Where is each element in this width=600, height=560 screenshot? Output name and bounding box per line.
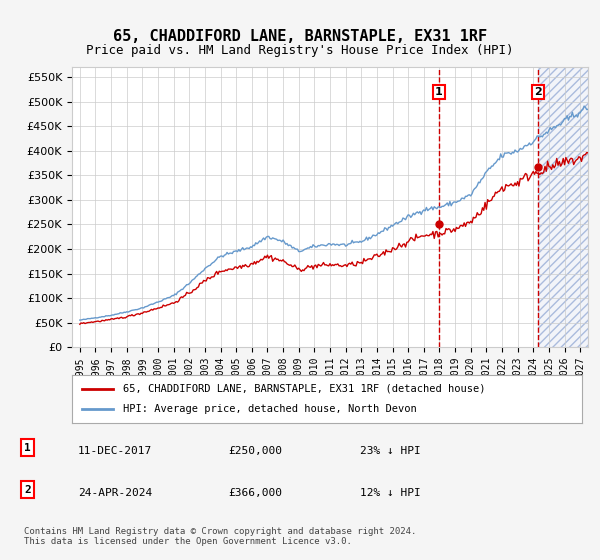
Text: 65, CHADDIFORD LANE, BARNSTAPLE, EX31 1RF (detached house): 65, CHADDIFORD LANE, BARNSTAPLE, EX31 1R… bbox=[123, 384, 485, 394]
Text: HPI: Average price, detached house, North Devon: HPI: Average price, detached house, Nort… bbox=[123, 404, 417, 414]
Text: 2: 2 bbox=[534, 87, 542, 97]
Text: 65, CHADDIFORD LANE, BARNSTAPLE, EX31 1RF: 65, CHADDIFORD LANE, BARNSTAPLE, EX31 1R… bbox=[113, 29, 487, 44]
Text: £366,000: £366,000 bbox=[228, 488, 282, 498]
Text: 2: 2 bbox=[24, 485, 31, 495]
Text: 12% ↓ HPI: 12% ↓ HPI bbox=[360, 488, 421, 498]
Text: 11-DEC-2017: 11-DEC-2017 bbox=[78, 446, 152, 456]
Text: 24-APR-2024: 24-APR-2024 bbox=[78, 488, 152, 498]
Text: Price paid vs. HM Land Registry's House Price Index (HPI): Price paid vs. HM Land Registry's House … bbox=[86, 44, 514, 57]
Text: 1: 1 bbox=[435, 87, 443, 97]
Bar bbox=[538, 67, 588, 347]
Bar bbox=[538, 67, 588, 347]
Text: £250,000: £250,000 bbox=[228, 446, 282, 456]
Text: Contains HM Land Registry data © Crown copyright and database right 2024.
This d: Contains HM Land Registry data © Crown c… bbox=[24, 526, 416, 546]
Text: 23% ↓ HPI: 23% ↓ HPI bbox=[360, 446, 421, 456]
Text: 1: 1 bbox=[24, 443, 31, 453]
